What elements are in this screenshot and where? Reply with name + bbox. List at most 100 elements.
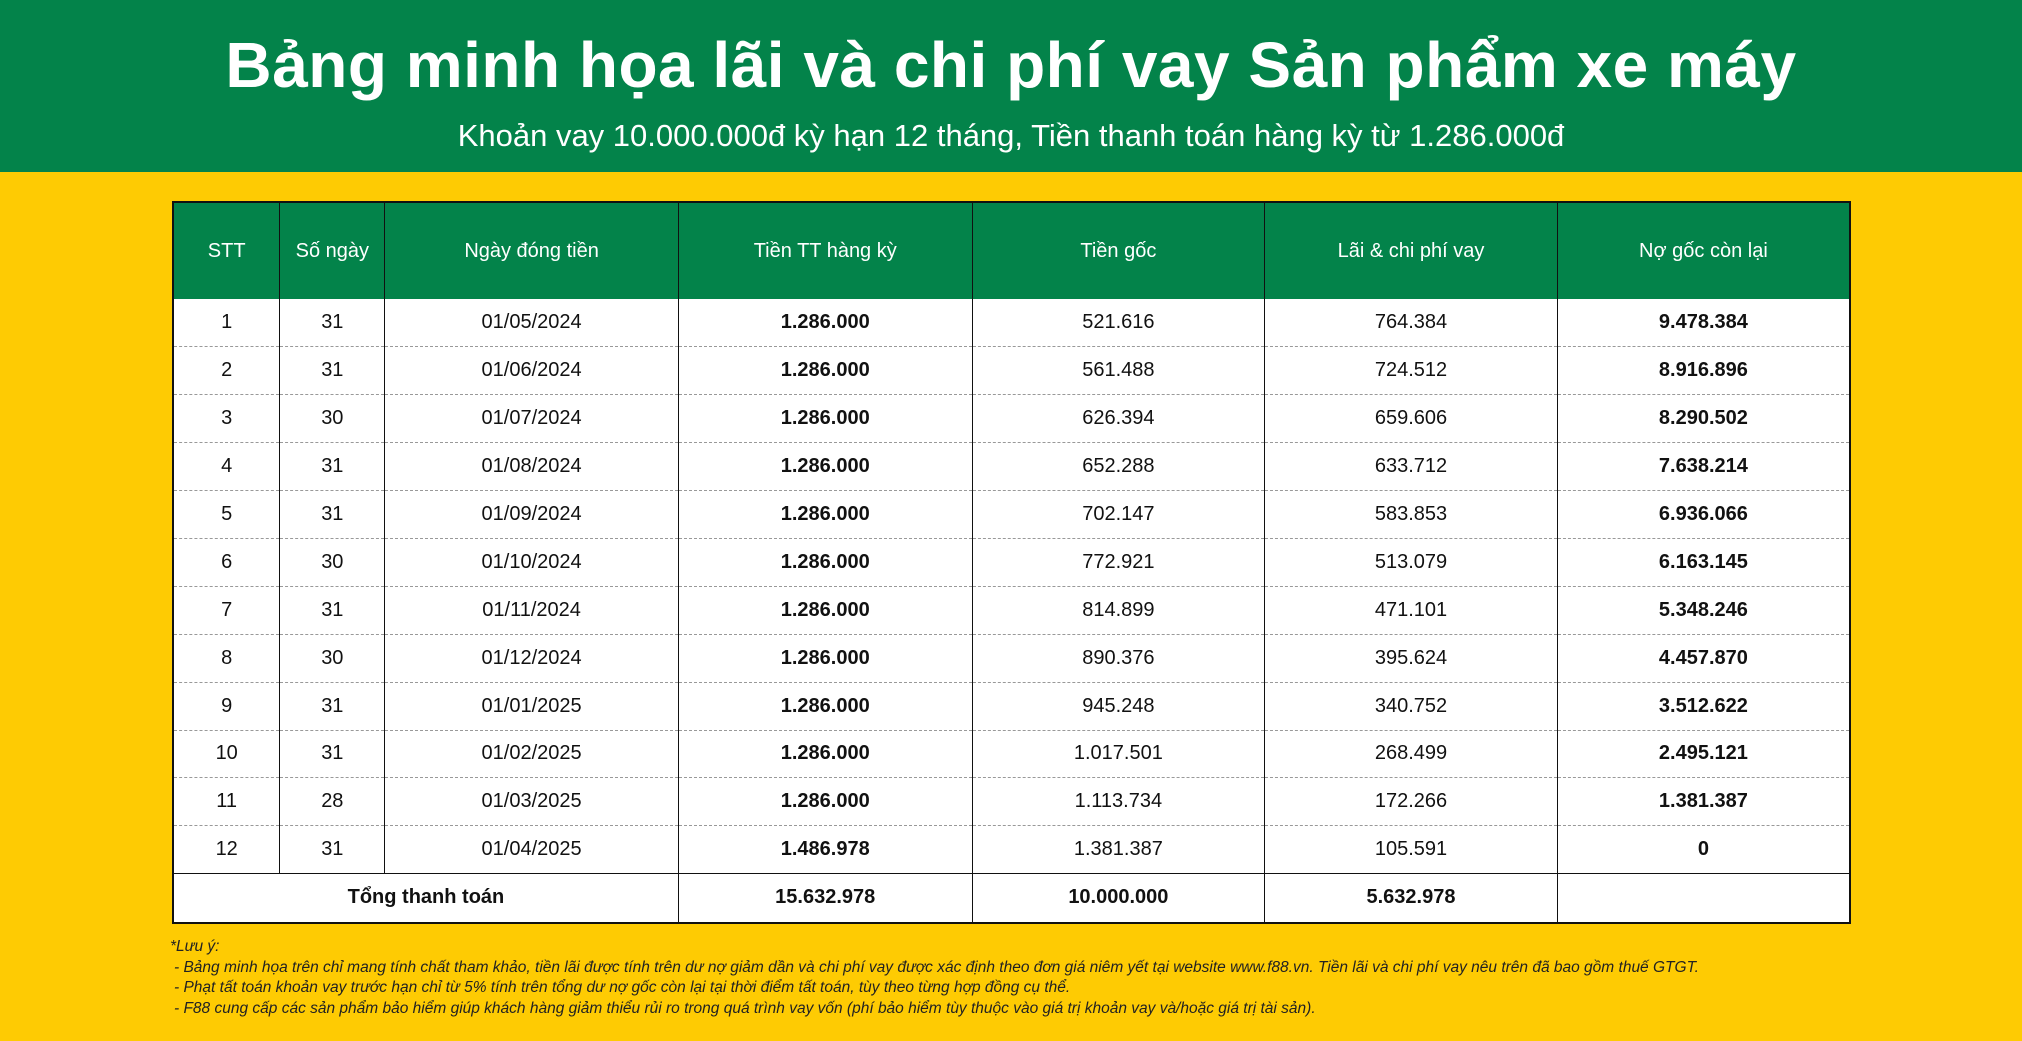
table-row: 7 31 01/11/2024 1.286.000 814.899 471.101 5.34… [172,586,1851,635]
cell-principal: 521.616 [971,299,1266,348]
total-remaining [1556,873,1851,923]
cell-due-date: 01/06/2024 [384,346,679,396]
cell-payment: 1.286.000 [677,538,973,587]
cell-stt: 4 [172,442,281,492]
cell-principal: 702.147 [971,490,1266,539]
cell-payment: 1.286.000 [677,730,973,779]
notes-heading: *Lưu ý: [170,938,220,955]
table-row: 6 30 01/10/2024 1.286.000 772.921 513.079 6.16… [172,538,1851,587]
cell-interest: 659.606 [1264,394,1558,444]
cell-payment: 1.286.000 [677,394,973,444]
cell-remaining: 6.936.066 [1556,490,1851,539]
cell-remaining: 1.381.387 [1556,777,1851,827]
cell-interest: 340.752 [1264,682,1558,731]
cell-payment: 1.286.000 [677,299,973,348]
cell-remaining: 0 [1556,825,1851,875]
table-row: 3 30 01/07/2024 1.286.000 626.394 659.606 8.29… [172,394,1851,444]
cell-principal: 626.394 [971,394,1266,444]
cell-principal: 945.248 [971,682,1266,731]
cell-days: 31 [279,730,386,779]
cell-days: 31 [279,490,386,539]
cell-stt: 10 [172,730,281,779]
cell-interest: 268.499 [1264,730,1558,779]
cell-days: 30 [279,538,386,587]
cell-principal: 1.113.734 [971,777,1266,827]
cell-days: 31 [279,346,386,396]
cell-due-date: 01/11/2024 [384,586,679,635]
cell-payment: 1.286.000 [677,490,973,539]
cell-remaining: 8.290.502 [1556,394,1851,444]
cell-remaining: 7.638.214 [1556,442,1851,492]
note-item: - F88 cung cấp các sản phẩm bảo hiểm giú… [174,999,1316,1017]
cell-due-date: 01/02/2025 [384,730,679,779]
note-item: - Bảng minh họa trên chỉ mang tính chất … [174,958,1699,976]
cell-remaining: 4.457.870 [1556,634,1851,683]
cell-stt: 5 [172,490,281,539]
notes: *Lưu ý: - Bảng minh họa trên chỉ mang tí… [170,937,1699,1019]
column-header: STT [172,202,281,299]
cell-due-date: 01/09/2024 [384,490,679,539]
table-header-row: STT Số ngày Ngày đóng tiền Tiền TT hàng kỳ T… [172,202,1851,299]
cell-due-date: 01/05/2024 [384,299,679,348]
cell-payment: 1.286.000 [677,586,973,635]
table-row: 4 31 01/08/2024 1.286.000 652.288 633.712 7.63… [172,442,1851,492]
cell-principal: 772.921 [971,538,1266,587]
header-banner: Bảng minh họa lãi và chi phí vay Sản phẩ… [0,0,2022,172]
table-row: 12 31 01/04/2025 1.486.978 1.381.387 105.591 0 [172,825,1851,875]
cell-interest: 583.853 [1264,490,1558,539]
table-row: 2 31 01/06/2024 1.286.000 561.488 724.512 8.91… [172,346,1851,396]
cell-stt: 2 [172,346,281,396]
loan-schedule-table: STT Số ngày Ngày đóng tiền Tiền TT hàng kỳ T… [172,201,1851,924]
cell-due-date: 01/07/2024 [384,394,679,444]
cell-interest: 513.079 [1264,538,1558,587]
note-item: - Phạt tất toán khoản vay trước hạn chỉ … [174,979,1071,996]
cell-days: 31 [279,682,386,731]
cell-stt: 11 [172,777,281,827]
cell-payment: 1.286.000 [677,346,973,396]
total-label: Tổng thanh toán [172,873,679,923]
cell-days: 28 [279,777,386,827]
cell-payment: 1.286.000 [677,442,973,492]
total-row: Tổng thanh toán 15.632.978 10.000.000 5.… [172,873,1851,923]
cell-payment: 1.286.000 [677,777,973,827]
cell-principal: 1.017.501 [971,730,1266,779]
cell-principal: 561.488 [971,346,1266,396]
total-payment: 15.632.978 [677,873,973,923]
cell-days: 31 [279,825,386,875]
cell-stt: 1 [172,299,281,348]
table-row: 5 31 01/09/2024 1.286.000 702.147 583.853 6.93… [172,490,1851,539]
cell-remaining: 6.163.145 [1556,538,1851,587]
cell-remaining: 5.348.246 [1556,586,1851,635]
cell-remaining: 8.916.896 [1556,346,1851,396]
cell-remaining: 2.495.121 [1556,730,1851,779]
cell-due-date: 01/08/2024 [384,442,679,492]
table-row: 11 28 01/03/2025 1.286.000 1.113.734 172.266 1… [172,777,1851,827]
cell-interest: 395.624 [1264,634,1558,683]
cell-days: 31 [279,299,386,348]
cell-interest: 724.512 [1264,346,1558,396]
cell-days: 31 [279,442,386,492]
cell-due-date: 01/12/2024 [384,634,679,683]
cell-due-date: 01/04/2025 [384,825,679,875]
page-title: Bảng minh họa lãi và chi phí vay Sản phẩ… [225,29,1797,101]
cell-payment: 1.286.000 [677,634,973,683]
table-row: 8 30 01/12/2024 1.286.000 890.376 395.624 4.45… [172,634,1851,683]
cell-stt: 12 [172,825,281,875]
column-header: Lãi & chi phí vay [1264,202,1558,299]
total-principal: 10.000.000 [971,873,1266,923]
column-header: Tiền TT hàng kỳ [677,202,973,299]
cell-principal: 1.381.387 [971,825,1266,875]
cell-interest: 471.101 [1264,586,1558,635]
cell-payment: 1.486.978 [677,825,973,875]
cell-principal: 652.288 [971,442,1266,492]
column-header: Số ngày [279,202,386,299]
cell-interest: 764.384 [1264,299,1558,348]
table-row: 10 31 01/02/2025 1.286.000 1.017.501 268.499 2… [172,730,1851,779]
cell-stt: 3 [172,394,281,444]
cell-due-date: 01/10/2024 [384,538,679,587]
cell-interest: 105.591 [1264,825,1558,875]
cell-interest: 172.266 [1264,777,1558,827]
cell-due-date: 01/01/2025 [384,682,679,731]
cell-days: 31 [279,586,386,635]
cell-principal: 814.899 [971,586,1266,635]
